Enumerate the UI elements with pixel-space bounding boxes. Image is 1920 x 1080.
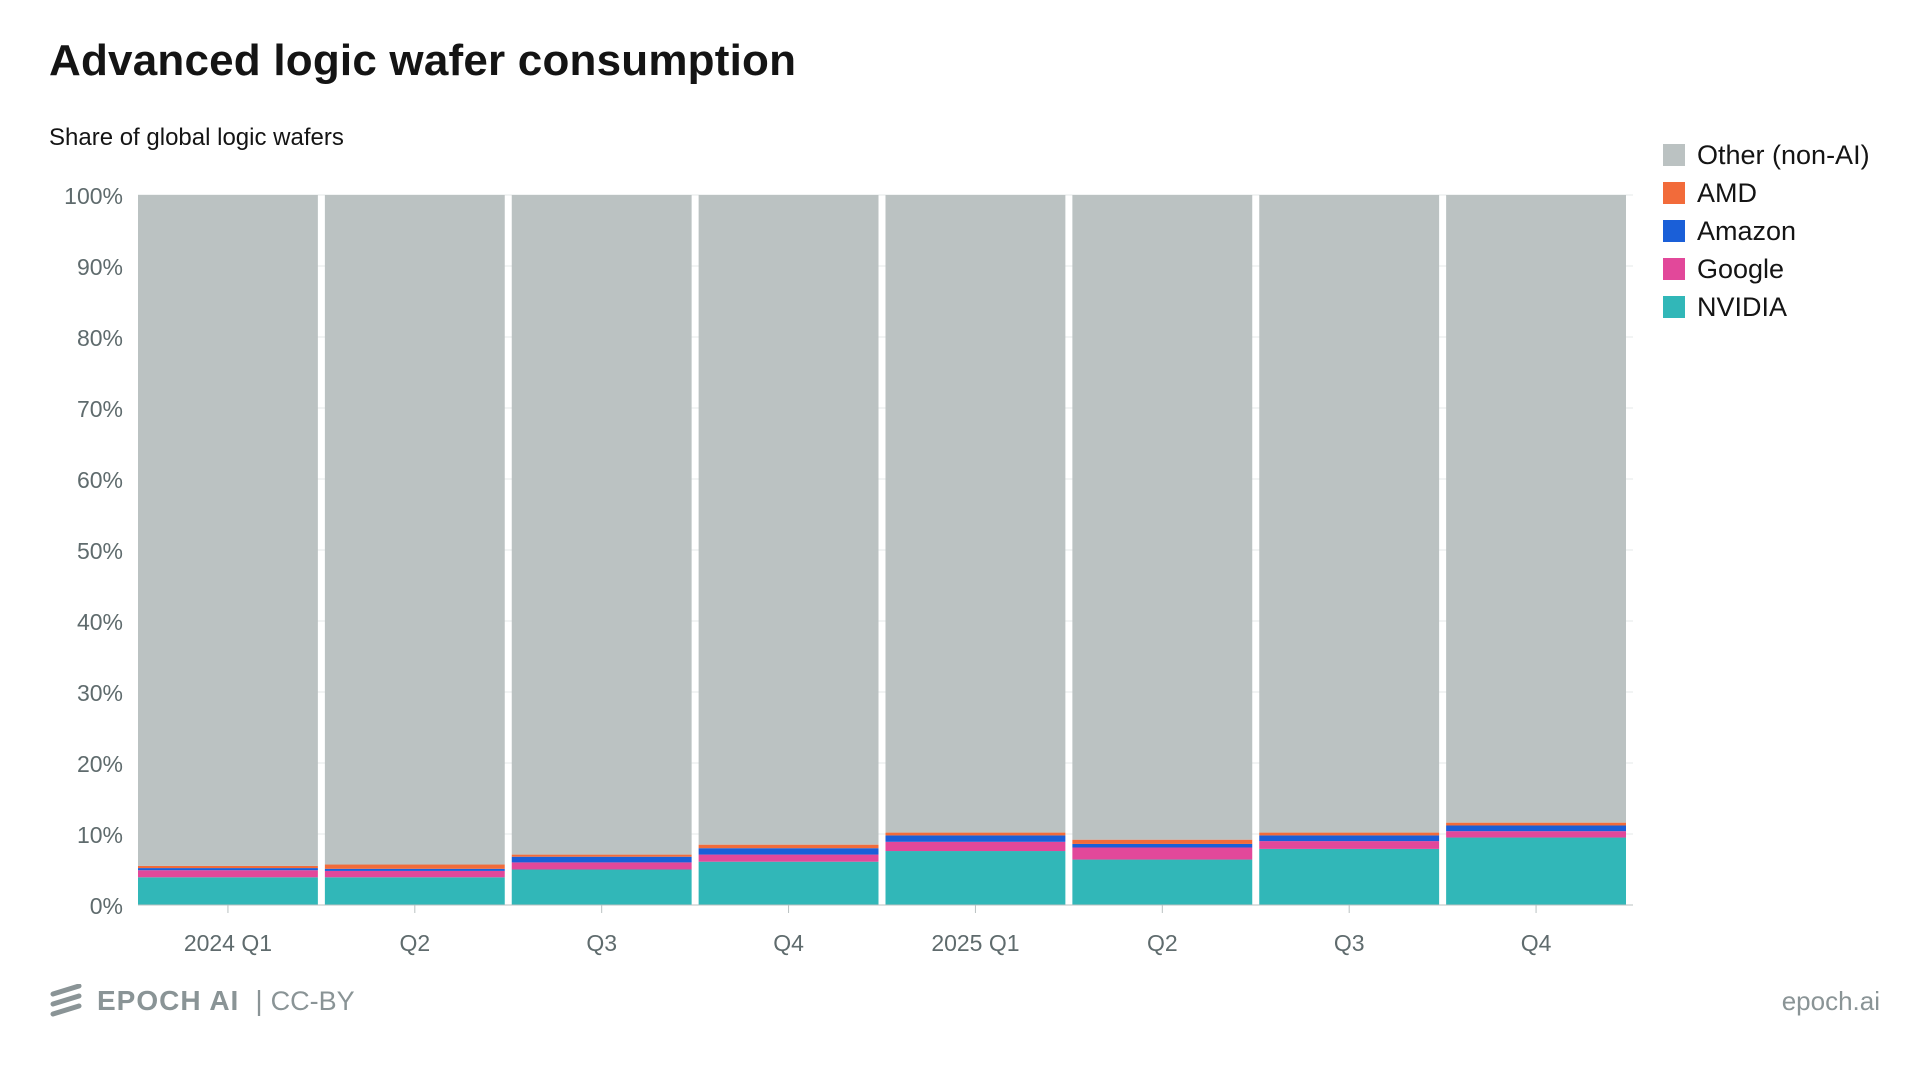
chart-subtitle: Share of global logic wafers [49, 124, 344, 151]
bar-segment-other-non-ai [138, 195, 318, 866]
bar-segment-google [138, 870, 318, 878]
bar-segment-amazon [511, 856, 692, 863]
y-tick-label: 30% [77, 680, 123, 706]
bar-segment-other-non-ai [324, 195, 505, 865]
legend-label-amazon: Amazon [1697, 215, 1797, 246]
epoch-logo-icon [50, 984, 82, 1017]
y-tick-label: 60% [77, 467, 123, 493]
bar-segment-nvidia [1259, 848, 1440, 905]
y-tick-label: 10% [77, 822, 123, 848]
y-tick-label: 90% [77, 254, 123, 280]
y-tick-label: 70% [77, 396, 123, 422]
legend-item-other: Other (non-AI) [1663, 136, 1870, 174]
bar-segment-nvidia [1446, 837, 1626, 905]
x-tick-label: Q2 [399, 930, 430, 956]
bar-segment-amd [1259, 832, 1440, 836]
legend-label-nvidia: NVIDIA [1697, 291, 1788, 322]
y-tick-label: 40% [77, 609, 123, 635]
bar-segment-google [698, 854, 879, 862]
bar-segment-google [1259, 841, 1440, 849]
bar-segment-amazon [138, 868, 318, 871]
bar-segment-other-non-ai [1259, 195, 1440, 833]
bar-segment-other-non-ai [885, 195, 1066, 833]
legend-swatch-other [1663, 144, 1685, 166]
chart-title: Advanced logic wafer consumption [49, 36, 797, 85]
x-tick-label: 2025 Q1 [931, 930, 1019, 956]
y-tick-label: 0% [90, 893, 123, 919]
bar-segment-amd [138, 865, 318, 869]
x-tick-label: Q3 [1334, 930, 1365, 956]
bar-segment-nvidia [324, 877, 505, 905]
legend-label-google: Google [1697, 253, 1785, 284]
legend-swatch-amazon [1663, 220, 1685, 242]
y-tick-label: 80% [77, 325, 123, 351]
legend-item-nvidia: NVIDIA [1663, 288, 1870, 326]
bar-segment-amd [324, 864, 505, 869]
bar-segment-amazon [1446, 825, 1626, 832]
bar-segment-other-non-ai [698, 195, 879, 845]
site-url: epoch.ai [1781, 986, 1880, 1016]
legend-label-other: Other (non-AI) [1697, 139, 1870, 170]
bar-segment-amd [698, 844, 879, 849]
x-tick-label: Q3 [586, 930, 617, 956]
legend-item-amd: AMD [1663, 174, 1870, 212]
legend-label-amd: AMD [1697, 177, 1757, 208]
bar-segment-amd [885, 832, 1066, 836]
bar-segment-nvidia [1072, 859, 1253, 905]
x-tick-label: 2024 Q1 [184, 930, 272, 956]
x-tick-label: Q2 [1147, 930, 1178, 956]
legend-swatch-amd [1663, 182, 1685, 204]
y-tick-label: 20% [77, 751, 123, 777]
y-tick-label: 50% [77, 538, 123, 564]
bar-segment-amd [1446, 822, 1626, 826]
bar-segment-nvidia [698, 861, 879, 905]
y-tick-label: 100% [64, 183, 123, 209]
legend-item-google: Google [1663, 250, 1870, 288]
bar-segment-nvidia [138, 877, 318, 905]
legend-swatch-google [1663, 258, 1685, 280]
bar-segment-other-non-ai [511, 195, 692, 855]
chart-legend: Other (non-AI) AMD Amazon Google NVIDIA [1663, 136, 1870, 326]
epoch-ai-logo: EPOCH AI | CC-BY [49, 984, 355, 1018]
bar-segment-google [511, 862, 692, 870]
bar-segment-amazon [324, 868, 505, 871]
legend-swatch-nvidia [1663, 296, 1685, 318]
bar-segment-amazon [698, 848, 879, 855]
bar-segment-google [1072, 847, 1253, 860]
bar-segment-amazon [885, 835, 1066, 842]
bar-segment-amazon [1259, 835, 1440, 842]
bar-segment-other-non-ai [1446, 195, 1626, 823]
license-label: CC-BY [270, 985, 355, 1016]
footer-separator: | [255, 985, 263, 1016]
bar-segment-amd [1072, 839, 1253, 844]
bar-segment-google [324, 870, 505, 878]
brand-name: EPOCH AI [97, 985, 240, 1016]
bar-segment-amazon [1072, 843, 1253, 848]
bar-segment-nvidia [511, 869, 692, 905]
legend-item-amazon: Amazon [1663, 212, 1870, 250]
bar-segment-google [885, 841, 1066, 852]
bar-segment-other-non-ai [1072, 195, 1253, 840]
x-tick-label: Q4 [773, 930, 804, 956]
bar-segment-google [1446, 831, 1626, 838]
x-tick-label: Q4 [1521, 930, 1552, 956]
bar-segment-amd [511, 854, 692, 857]
bar-segment-nvidia [885, 851, 1066, 905]
